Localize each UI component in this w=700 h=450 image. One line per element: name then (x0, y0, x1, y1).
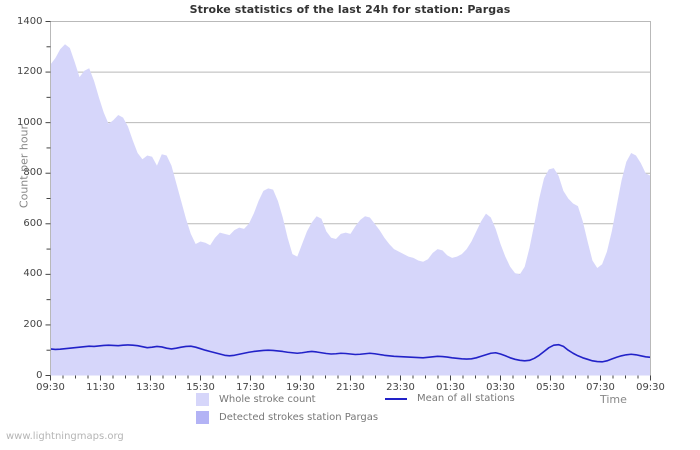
x-tick-label: 17:30 (236, 381, 265, 393)
y-tick-label: 1400 (17, 15, 43, 27)
x-tick-label: 23:30 (386, 381, 415, 393)
legend-label-detected-strokes-station: Detected strokes station Pargas (219, 412, 379, 423)
x-tick-label: 15:30 (186, 381, 215, 393)
legend-swatch-whole-stroke-count (196, 393, 209, 406)
y-tick-label: 800 (23, 167, 43, 179)
chart-title: Stroke statistics of the last 24h for st… (189, 3, 511, 16)
legend-label-mean-of-all-stations: Mean of all stations (417, 393, 515, 404)
legend-item-detected-strokes-station: Detected strokes station Pargas (196, 411, 378, 424)
y-tick-label: 1000 (17, 116, 43, 128)
x-tick-label: 05:30 (536, 381, 565, 393)
watermark-text: www.lightningmaps.org (6, 431, 124, 442)
x-tick-label: 09:30 (636, 381, 665, 393)
x-tick-label: 13:30 (136, 381, 165, 393)
area-series-group (50, 44, 651, 376)
x-tick-label: 01:30 (436, 381, 465, 393)
legend-item-whole-stroke-count: Whole stroke count (196, 393, 316, 406)
y-tick-label: 600 (23, 217, 43, 229)
x-tick-label: 11:30 (86, 381, 115, 393)
y-tick-label: 200 (23, 318, 43, 330)
chart-legend: Whole stroke count Mean of all stations … (0, 392, 700, 428)
x-tick-label: 09:30 (36, 381, 65, 393)
x-tick-label: 07:30 (586, 381, 615, 393)
legend-item-mean-of-all-stations: Mean of all stations (385, 393, 515, 404)
y-tick-label: 0 (36, 369, 43, 381)
y-tick-label: 1200 (17, 66, 43, 78)
line-series-group (50, 343, 651, 363)
y-axis-title: Count per hour (17, 124, 31, 209)
x-tick-label: 21:30 (336, 381, 365, 393)
legend-swatch-detected-strokes-station (196, 411, 209, 424)
x-axis-title: Time (600, 393, 627, 406)
tick-marks (45, 21, 651, 381)
x-tick-label: 19:30 (286, 381, 315, 393)
x-tick-label: 03:30 (486, 381, 515, 393)
y-tick-label: 400 (23, 268, 43, 280)
legend-label-whole-stroke-count: Whole stroke count (219, 394, 316, 405)
legend-line-mean-of-all-stations (385, 397, 407, 400)
